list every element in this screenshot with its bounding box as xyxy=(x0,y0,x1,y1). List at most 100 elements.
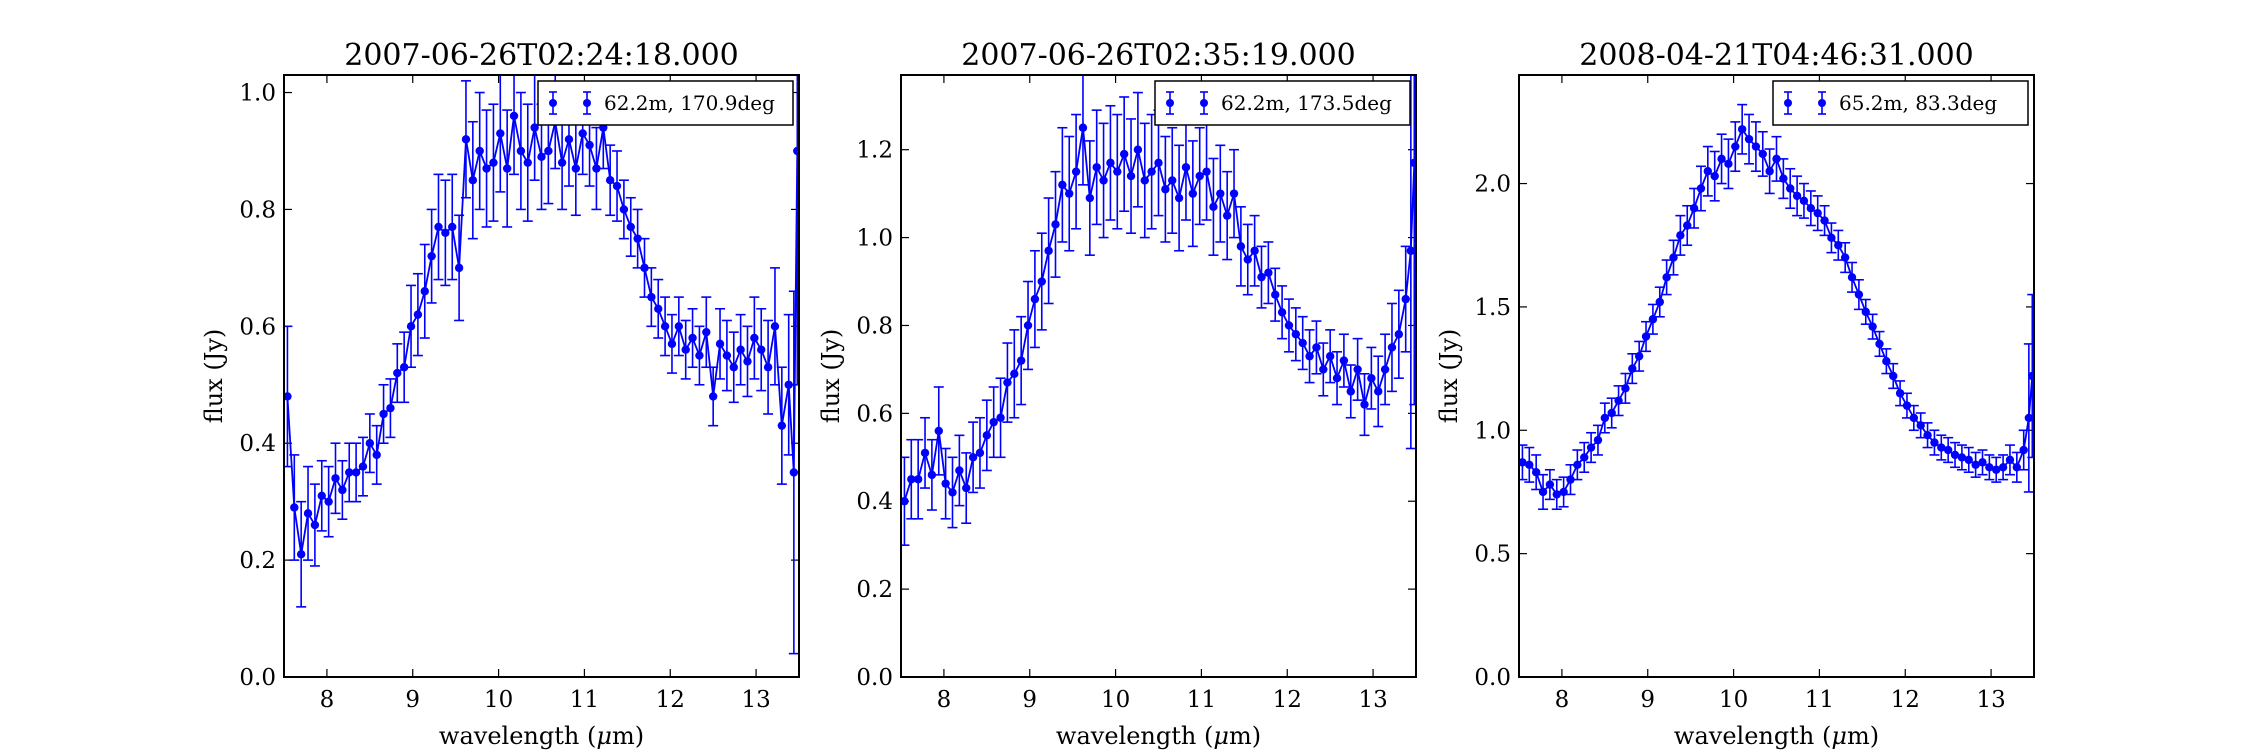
legend-label: 62.2m, 170.9deg xyxy=(604,91,775,115)
subplot-3-plot-area: 8 9 10 11 12 13 0.0 0.5 1.0 1.5 2.0 65.2m, 83.3deg xyxy=(1474,74,2035,713)
data-point xyxy=(681,345,690,354)
data-point xyxy=(1085,193,1095,203)
data-point xyxy=(324,497,333,506)
data-point xyxy=(789,468,799,477)
data-point xyxy=(379,409,388,419)
data-point xyxy=(1133,145,1143,154)
data-point xyxy=(1188,189,1198,198)
data-point xyxy=(406,322,416,331)
data-point xyxy=(496,129,505,138)
data-point xyxy=(784,380,793,389)
data-point xyxy=(1229,189,1239,198)
data-point xyxy=(1889,371,1898,381)
y-tick-label: 0.4 xyxy=(239,431,276,457)
x-tick-label: 11 xyxy=(570,687,599,713)
y-tick-label: 0.2 xyxy=(856,577,893,603)
data-point xyxy=(1580,453,1589,462)
data-point xyxy=(1106,158,1115,168)
data-point xyxy=(1016,356,1026,365)
data-point xyxy=(1937,443,1946,452)
y-tick-label: 0.4 xyxy=(856,489,893,515)
data-point xyxy=(913,475,923,484)
x-tick-label: 8 xyxy=(937,687,952,713)
data-point xyxy=(1174,193,1184,203)
y-tick-label: 0.8 xyxy=(239,197,276,223)
subplot-1-plot-area: 8 9 10 11 12 13 0.0 0.2 0.4 0.6 0.8 1.0 62.2m, 170.9… xyxy=(239,74,800,713)
data-point xyxy=(1964,455,1973,465)
subplot-1-ylabel: flux (Jy) xyxy=(200,329,228,424)
legend-marker xyxy=(1200,99,1208,107)
y-tick-label: 0.6 xyxy=(856,401,893,427)
data-point xyxy=(331,474,340,483)
x-tick-label: 8 xyxy=(320,687,335,713)
data-point xyxy=(1003,378,1012,387)
data-point xyxy=(1786,184,1795,193)
data-point xyxy=(1291,330,1301,339)
y-tick-label: 0.0 xyxy=(856,665,893,691)
legend-marker xyxy=(583,99,591,107)
mu-symbol: μ xyxy=(1831,722,1847,750)
series-line xyxy=(286,115,799,555)
data-point xyxy=(1772,154,1781,164)
x-tick-label: 11 xyxy=(1187,687,1216,713)
subplot-2-title: 2007-06-26T02:35:19.000 xyxy=(961,38,1356,73)
x-tick-label: 11 xyxy=(1805,687,1834,713)
data-point xyxy=(1394,330,1404,339)
data-point xyxy=(296,550,306,559)
legend-label: 62.2m, 173.5deg xyxy=(1221,91,1392,115)
data-point xyxy=(1243,255,1252,264)
data-point xyxy=(1724,159,1733,169)
data-point xyxy=(2024,413,2034,423)
data-point xyxy=(688,333,697,343)
x-tick-label: 12 xyxy=(1273,687,1302,713)
data-point xyxy=(1271,290,1280,299)
subplot-2: 2007-06-26T02:35:19.000 wavelength (μm) … xyxy=(817,38,1417,750)
data-point xyxy=(793,146,799,156)
data-point xyxy=(612,181,622,191)
data-point xyxy=(434,222,443,232)
data-point xyxy=(1250,246,1259,255)
data-point xyxy=(1099,176,1108,185)
legend-marker xyxy=(1166,99,1174,107)
data-point xyxy=(1023,321,1033,330)
data-point xyxy=(660,322,670,331)
data-point xyxy=(1882,356,1891,366)
data-point xyxy=(982,431,992,440)
data-point xyxy=(441,228,450,238)
x-tick-label: 9 xyxy=(405,687,420,713)
data-point xyxy=(1312,343,1321,352)
data-point xyxy=(1758,149,1767,159)
data-point xyxy=(1923,431,1932,440)
data-point xyxy=(1065,189,1074,198)
data-point xyxy=(338,485,347,495)
data-point xyxy=(667,339,677,349)
data-point xyxy=(1703,167,1713,176)
data-point xyxy=(962,483,971,493)
data-point xyxy=(1875,339,1884,349)
data-point xyxy=(482,164,491,173)
data-point xyxy=(1525,460,1534,470)
data-point xyxy=(1669,253,1678,262)
data-point xyxy=(1971,460,1980,470)
data-point xyxy=(523,158,532,167)
data-point xyxy=(948,488,957,497)
subplot-2-xlabel: wavelength (μm) xyxy=(1056,722,1261,750)
y-tick-label: 1.0 xyxy=(239,81,276,107)
data-point xyxy=(729,363,738,372)
data-point xyxy=(619,205,629,214)
data-point xyxy=(1744,134,1754,144)
data-point xyxy=(1209,202,1218,212)
data-point xyxy=(509,111,519,121)
data-point xyxy=(1676,231,1685,240)
y-tick-label: 0.8 xyxy=(856,313,893,339)
data-point xyxy=(2028,371,2034,381)
data-point xyxy=(901,497,909,506)
data-point xyxy=(1236,242,1246,251)
data-point xyxy=(777,421,787,430)
data-point xyxy=(564,135,574,144)
data-point xyxy=(1806,204,1816,213)
data-point xyxy=(2005,455,2015,465)
y-tick-label: 0.0 xyxy=(239,665,276,691)
data-point xyxy=(1360,400,1369,409)
x-tick-label: 13 xyxy=(1976,687,2005,713)
